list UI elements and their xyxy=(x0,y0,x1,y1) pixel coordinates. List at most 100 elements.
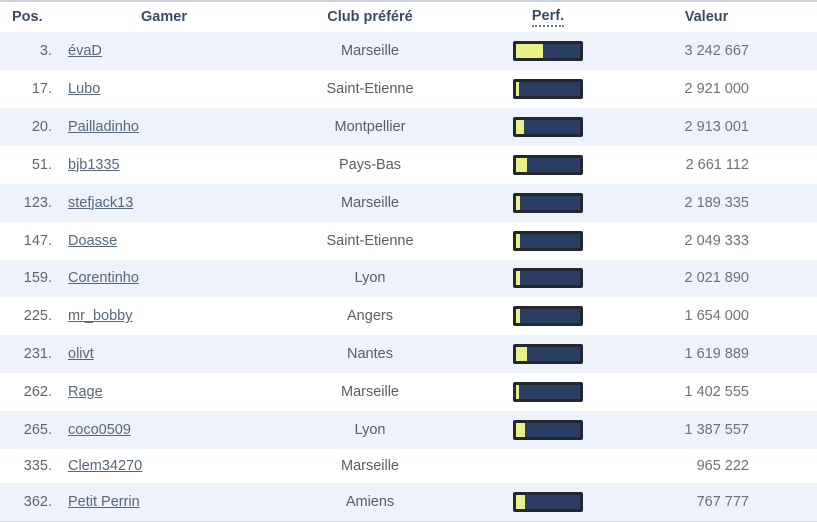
perf-bar xyxy=(513,420,583,441)
gamer-cell: Pailladinho xyxy=(58,119,270,135)
perf-bar xyxy=(513,306,583,327)
club-cell: Marseille xyxy=(340,42,399,59)
gamer-link[interactable]: Petit Perrin xyxy=(68,494,140,511)
gamer-link[interactable]: bjb1335 xyxy=(68,156,120,173)
gamer-cell: Lubo xyxy=(58,81,270,97)
table-row: 20. Pailladinho Montpellier 2 913 001 xyxy=(0,107,817,146)
perf-cell xyxy=(470,116,626,137)
valeur-cell: 965 222 xyxy=(696,458,749,475)
club-cell: Saint-Etienne xyxy=(326,80,414,97)
perf-cell xyxy=(470,492,626,513)
gamer-link[interactable]: Doasse xyxy=(68,232,118,249)
gamer-cell: évaD xyxy=(58,43,270,59)
gamer-cell: Doasse xyxy=(58,233,270,249)
position-cell: 147. xyxy=(23,232,52,249)
perf-bar-fill xyxy=(516,347,527,362)
valeur-cell: 2 921 000 xyxy=(684,80,749,97)
header-gamer: Gamer xyxy=(141,9,187,25)
valeur-cell: 2 661 112 xyxy=(685,156,749,173)
club-cell: Amiens xyxy=(345,494,395,511)
gamer-cell: stefjack13 xyxy=(58,195,270,211)
position-cell: 335. xyxy=(23,458,52,475)
club-cell: Montpellier xyxy=(334,118,406,135)
gamer-link[interactable]: coco0509 xyxy=(68,422,131,439)
club-cell: Pays-Bas xyxy=(338,156,402,173)
table-body: 3. évaD Marseille 3 242 667 17. Lubo Saint-Eti… xyxy=(0,32,817,521)
valeur-cell: 2 021 890 xyxy=(684,270,749,287)
valeur-cell: 2 049 333 xyxy=(684,232,749,249)
perf-bar-fill xyxy=(516,195,521,210)
position-cell: 17. xyxy=(31,80,52,97)
table-row: 3. évaD Marseille 3 242 667 xyxy=(0,32,817,70)
table-row: 362. Petit Perrin Amiens 767 777 xyxy=(0,483,817,521)
gamer-cell: Corentinho xyxy=(58,270,270,286)
perf-bar xyxy=(513,230,583,251)
valeur-cell: 767 777 xyxy=(696,494,749,511)
valeur-cell: 1 387 557 xyxy=(684,422,749,439)
table-row: 17. Lubo Saint-Etienne 2 921 000 xyxy=(0,70,817,108)
perf-bar xyxy=(513,268,583,289)
gamer-link[interactable]: stefjack13 xyxy=(68,194,134,211)
gamer-link[interactable]: mr_bobby xyxy=(68,308,133,325)
position-cell: 20. xyxy=(31,118,52,135)
perf-bar xyxy=(513,116,583,137)
valeur-cell: 1 654 000 xyxy=(684,308,749,325)
perf-bar-fill xyxy=(516,309,521,324)
perf-cell xyxy=(470,306,626,327)
perf-bar-fill xyxy=(516,43,543,58)
header-perf-label[interactable]: Perf. xyxy=(531,8,565,27)
gamer-cell: mr_bobby xyxy=(58,308,270,324)
gamer-cell: olivt xyxy=(58,346,270,362)
perf-bar xyxy=(513,40,583,61)
table-row: 335. Clem34270 Marseille 965 222 xyxy=(0,449,817,483)
position-cell: 51. xyxy=(31,156,52,173)
perf-cell xyxy=(470,78,626,99)
perf-cell xyxy=(470,230,626,251)
perf-bar-fill xyxy=(516,119,524,134)
gamer-link[interactable]: évaD xyxy=(68,42,102,59)
perf-cell xyxy=(470,268,626,289)
position-cell: 262. xyxy=(23,384,52,401)
perf-bar xyxy=(513,382,583,403)
gamer-link[interactable]: olivt xyxy=(68,346,94,363)
club-cell: Angers xyxy=(347,308,393,325)
position-cell: 265. xyxy=(23,422,52,439)
table-row: 147. Doasse Saint-Etienne 2 049 333 xyxy=(0,222,817,260)
valeur-cell: 1 619 889 xyxy=(684,346,749,363)
gamer-link[interactable]: Clem34270 xyxy=(68,458,143,475)
perf-bar xyxy=(513,492,583,513)
gamer-link[interactable]: Lubo xyxy=(68,80,101,97)
valeur-cell: 1 402 555 xyxy=(684,384,749,401)
gamer-cell: bjb1335 xyxy=(58,157,270,173)
club-cell: Lyon xyxy=(354,270,386,287)
header-perf[interactable]: Perf. xyxy=(470,8,626,27)
header-valeur: Valeur xyxy=(684,9,729,25)
gamer-link[interactable]: Rage xyxy=(68,384,103,401)
perf-bar xyxy=(513,344,583,365)
club-cell: Marseille xyxy=(340,458,399,475)
perf-bar-fill xyxy=(516,423,525,438)
table-row: 262. Rage Marseille 1 402 555 xyxy=(0,373,817,411)
position-cell: 123. xyxy=(23,194,52,211)
perf-bar-fill xyxy=(516,81,520,96)
position-cell: 3. xyxy=(39,42,52,59)
gamer-link[interactable]: Corentinho xyxy=(68,270,139,287)
table-row: 265. coco0509 Lyon 1 387 557 xyxy=(0,411,817,450)
table-row: 225. mr_bobby Angers 1 654 000 xyxy=(0,297,817,335)
gamer-link[interactable]: Pailladinho xyxy=(68,118,139,135)
club-cell: Saint-Etienne xyxy=(326,232,414,249)
table-header-row: Pos. Gamer Club préféré Perf. Valeur xyxy=(0,2,817,32)
perf-bar-fill xyxy=(516,495,525,510)
position-cell: 362. xyxy=(23,494,52,511)
perf-bar-fill xyxy=(516,271,521,286)
club-cell: Marseille xyxy=(340,384,399,401)
valeur-cell: 2 189 335 xyxy=(684,194,749,211)
perf-cell xyxy=(470,40,626,61)
perf-bar-fill xyxy=(516,157,527,172)
gamer-cell: coco0509 xyxy=(58,422,270,438)
club-cell: Lyon xyxy=(354,422,386,439)
valeur-cell: 2 913 001 xyxy=(684,118,749,135)
perf-bar xyxy=(513,78,583,99)
position-cell: 225. xyxy=(23,308,52,325)
